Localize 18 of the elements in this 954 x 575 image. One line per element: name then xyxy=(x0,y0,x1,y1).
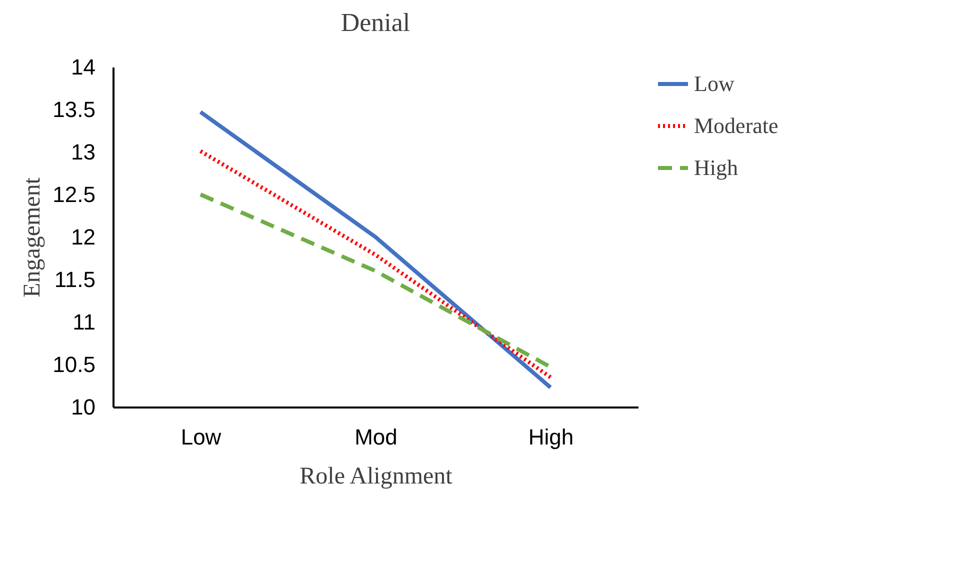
legend-label: Moderate xyxy=(694,113,778,138)
x-tick-label: Low xyxy=(180,424,222,450)
y-tick-label: 12.5 xyxy=(52,182,96,207)
y-tick-label: 13 xyxy=(71,140,96,164)
y-tick-label: 12 xyxy=(71,224,96,250)
x-tick-label: High xyxy=(528,424,574,450)
y-tick-label: 11.5 xyxy=(54,267,96,292)
legend-label: High xyxy=(694,155,738,180)
y-tick-label: 10 xyxy=(71,394,96,420)
y-tick-label: 14 xyxy=(71,54,96,80)
chart-title: Denial xyxy=(340,8,410,37)
y-tick-label: 13.5 xyxy=(52,97,96,122)
legend-label: Low xyxy=(694,71,734,96)
y-axis-title: Engagement xyxy=(20,177,46,298)
y-tick-label: 11 xyxy=(72,310,96,334)
x-axis-title: Role Alignment xyxy=(300,464,453,490)
x-tick-label: Mod xyxy=(354,424,398,450)
y-tick-label: 10.5 xyxy=(52,352,96,377)
